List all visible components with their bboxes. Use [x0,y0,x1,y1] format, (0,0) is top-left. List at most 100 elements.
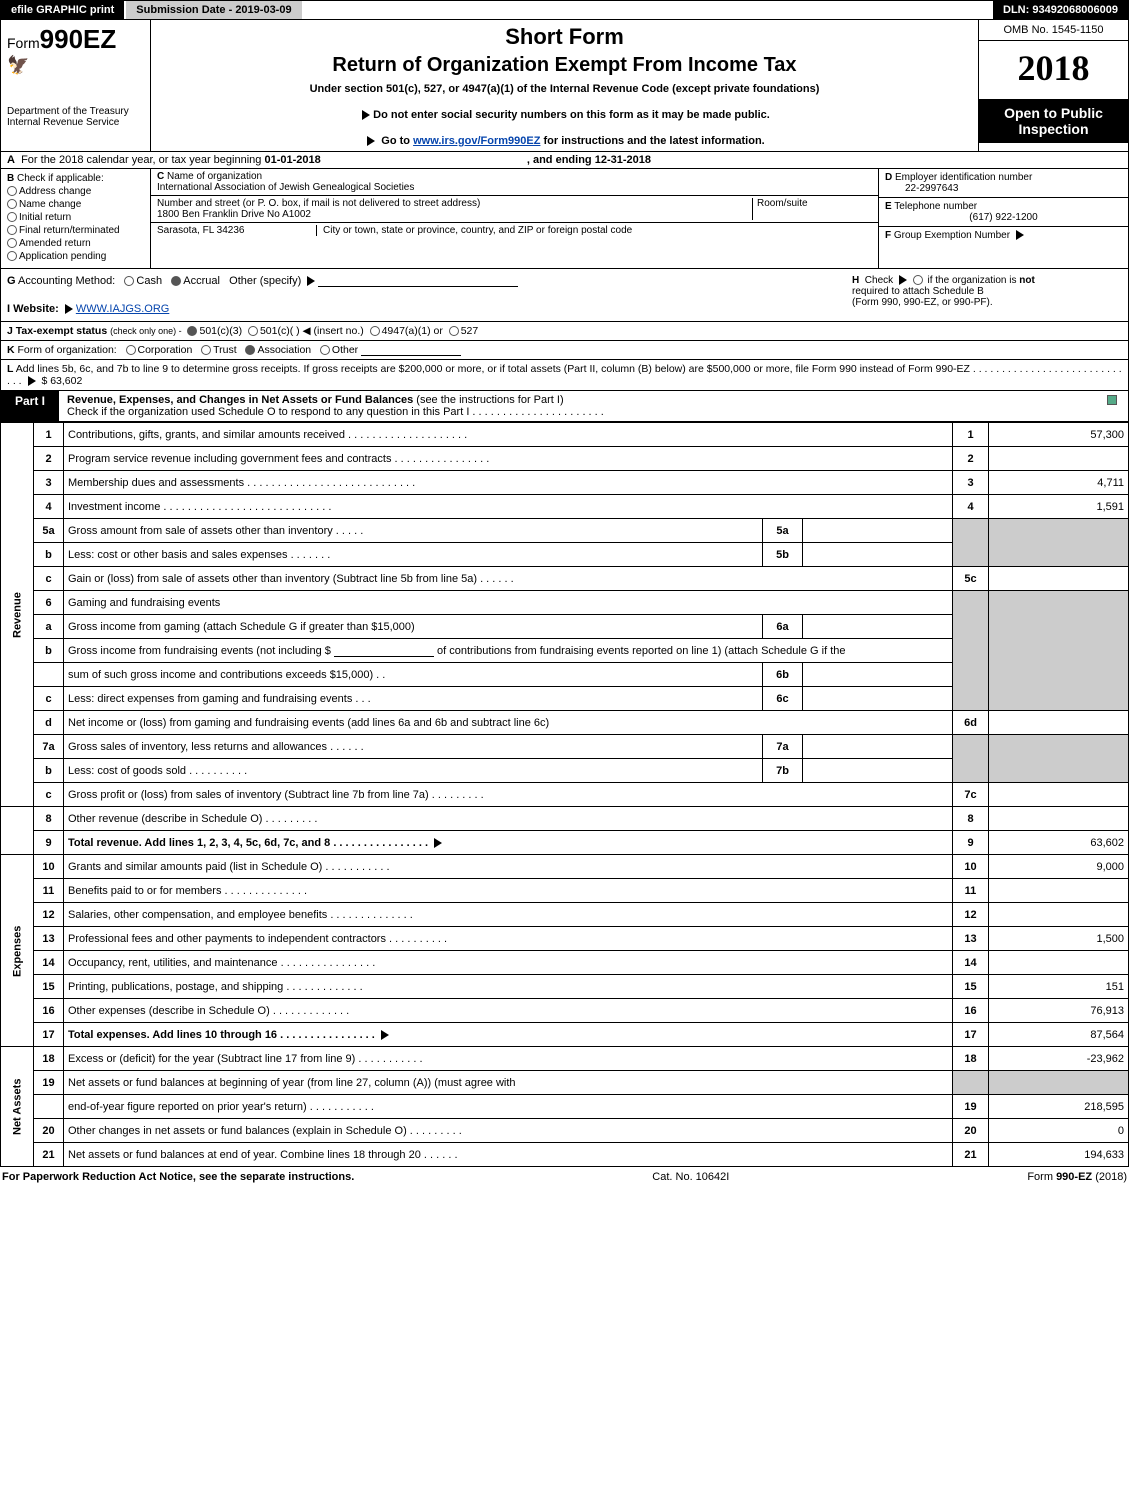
efile-print-button[interactable]: efile GRAPHIC print [1,1,126,19]
opt-other-org: Other [332,344,358,356]
accrual-radio[interactable] [171,276,181,286]
opt-4947: 4947(a)(1) or [382,325,443,337]
ln-num: 15 [34,975,64,999]
h-radio[interactable] [913,275,923,285]
association-radio[interactable] [245,345,255,355]
ln-col: 4 [953,495,989,519]
opt-initial-return: Initial return [19,212,71,223]
ln-num: 7a [34,735,64,759]
ln-col: 21 [953,1143,989,1167]
grey-cell [989,519,1129,567]
ln-num: 14 [34,951,64,975]
lines-table: Revenue 1 Contributions, gifts, grants, … [0,422,1129,1167]
ln-val: -23,962 [989,1047,1129,1071]
row-l: L Add lines 5b, 6c, and 7b to line 9 to … [0,360,1129,391]
ln-col: 1 [953,423,989,447]
other-specify-input[interactable] [318,286,518,287]
527-radio[interactable] [449,326,459,336]
ln-desc: Membership dues and assessments . . . . … [64,471,953,495]
other-org-input[interactable] [361,355,461,356]
ln-num: 8 [34,807,64,831]
sub-col: 7b [763,759,803,783]
ln-val: 1,500 [989,927,1129,951]
sub-val [803,663,953,687]
ln-num [34,663,64,687]
return-title: Return of Organization Exempt From Incom… [159,54,970,77]
dept-treasury: Department of the Treasury [7,106,144,117]
other-radio[interactable] [320,345,330,355]
triangle-icon [28,376,36,386]
amended-return-radio[interactable] [7,238,17,248]
final-return-radio[interactable] [7,225,17,235]
l17-text: Total expenses. Add lines 10 through 16 … [68,1029,375,1041]
address-change-radio[interactable] [7,186,17,196]
part1-checkbox[interactable] [1107,395,1117,405]
group-row: F Group Exemption Number [879,227,1128,244]
ln-desc: Occupancy, rent, utilities, and maintena… [64,951,953,975]
irs-link[interactable]: www.irs.gov/Form990EZ [413,135,540,147]
501c-radio[interactable] [248,326,258,336]
501c3-radio[interactable] [187,326,197,336]
grey-cell [953,735,989,783]
triangle-icon [367,136,375,146]
l6b-amount-input[interactable] [334,656,434,657]
ln-val: 218,595 [989,1095,1129,1119]
block-gh: G Accounting Method: Cash Accrual Other … [0,269,1129,322]
trust-radio[interactable] [201,345,211,355]
part1-header: Part I Revenue, Expenses, and Changes in… [0,391,1129,422]
ln-num: b [34,543,64,567]
line-7a: 7a Gross sales of inventory, less return… [1,735,1129,759]
4947-radio[interactable] [370,326,380,336]
l6b-d2: of contributions from fundraising events… [437,645,845,657]
ln-num: 2 [34,447,64,471]
top-bar: efile GRAPHIC print Submission Date - 20… [0,0,1129,20]
header-right: OMB No. 1545-1150 2018 Open to Public In… [978,20,1128,151]
triangle-icon [434,838,442,848]
ln-num: c [34,567,64,591]
ln-col: 15 [953,975,989,999]
line-15: 15 Printing, publications, postage, and … [1,975,1129,999]
triangle-icon [362,110,370,120]
ln-col: 20 [953,1119,989,1143]
ln-col: 13 [953,927,989,951]
initial-return-radio[interactable] [7,212,17,222]
website-link[interactable]: WWW.IAJGS.ORG [76,303,170,315]
cash-radio[interactable] [124,276,134,286]
sub-col: 5a [763,519,803,543]
line-6: 6 Gaming and fundraising events [1,591,1129,615]
ln-col: 17 [953,1023,989,1047]
ln-desc: Salaries, other compensation, and employ… [64,903,953,927]
ln-desc: Less: cost or other basis and sales expe… [64,543,763,567]
ln-num: 3 [34,471,64,495]
line-9: 9 Total revenue. Add lines 1, 2, 3, 4, 5… [1,831,1129,855]
sub-val [803,735,953,759]
name-change-radio[interactable] [7,199,17,209]
rowa-begin: 01-01-2018 [264,154,320,166]
row-i: I Website: WWW.IAJGS.ORG [7,303,852,315]
sub-col: 6a [763,615,803,639]
col-d: D Employer identification number 22-2997… [878,169,1128,268]
opt-other: Other (specify) [229,275,301,287]
city-row: Sarasota, FL 34236 City or town, state o… [151,223,878,238]
corporation-radio[interactable] [126,345,136,355]
ln-desc: Less: direct expenses from gaming and fu… [64,687,763,711]
sub-val [803,543,953,567]
addr-value: 1800 Ben Franklin Drive No A1002 [157,209,311,220]
sub-val [803,615,953,639]
opt-accrual: Accrual [183,275,220,287]
sub-col: 6c [763,687,803,711]
ln-desc: Grants and similar amounts paid (list in… [64,855,953,879]
group-label: Group Exemption Number [894,230,1010,241]
l6b-d1: Gross income from fundraising events (no… [68,645,331,657]
ln-val: 0 [989,1119,1129,1143]
ln-col: 7c [953,783,989,807]
col-b: B Check if applicable: Address change Na… [1,169,151,268]
line-1: Revenue 1 Contributions, gifts, grants, … [1,423,1129,447]
irs-eagle-icon: 🦅 [7,55,144,76]
application-pending-radio[interactable] [7,251,17,261]
footer-right: Form 990-EZ (2018) [1027,1171,1127,1183]
row-j: J Tax-exempt status (check only one) - 5… [0,322,1129,341]
block-g-left: G Accounting Method: Cash Accrual Other … [7,275,852,315]
ln-val: 63,602 [989,831,1129,855]
accounting-label: Accounting Method: [18,275,115,287]
